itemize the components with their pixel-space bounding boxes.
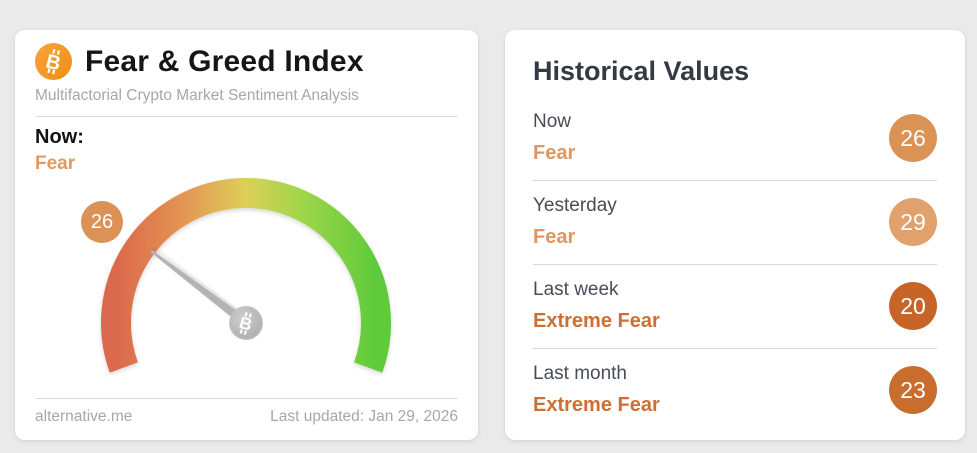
bitcoin-icon: B xyxy=(35,43,72,80)
history-row-text: Last month Extreme Fear xyxy=(533,363,660,417)
history-row-label: Last month xyxy=(533,363,627,384)
history-row-text: Now Fear xyxy=(533,111,575,165)
history-value: 20 xyxy=(900,292,926,319)
page-title: Fear & Greed Index xyxy=(85,44,364,78)
history-value: 26 xyxy=(900,124,926,151)
index-card-footer: alternative.me Last updated: Jan 29, 202… xyxy=(35,399,458,426)
index-card-header: B Fear & Greed Index xyxy=(35,43,458,80)
history-row: Now Fear 26 xyxy=(533,97,937,181)
history-row-text: Yesterday Fear xyxy=(533,195,617,249)
historical-values-card: Historical Values Now Fear 26 Yesterday … xyxy=(505,30,965,440)
history-title: Historical Values xyxy=(533,56,750,86)
history-row-status: Extreme Fear xyxy=(533,310,660,332)
gauge-arc xyxy=(101,178,391,373)
history-value-badge: 26 xyxy=(889,114,937,162)
header-divider xyxy=(35,116,458,117)
history-value: 29 xyxy=(900,208,926,235)
now-status: Fear xyxy=(35,153,76,174)
history-value-badge: 29 xyxy=(889,198,937,246)
history-rows: Now Fear 26 Yesterday Fear 29 xyxy=(533,97,937,432)
history-row-status: Extreme Fear xyxy=(533,394,660,416)
history-value-badge: 23 xyxy=(889,366,937,414)
history-row: Last month Extreme Fear 23 xyxy=(533,349,937,432)
history-row: Yesterday Fear 29 xyxy=(533,181,937,265)
history-row-label: Last week xyxy=(533,279,619,300)
source-link[interactable]: alternative.me xyxy=(35,408,133,425)
fear-greed-gauge: B 26 xyxy=(15,175,478,398)
fear-greed-index-card: B Fear & Greed Index Multifactorial Cryp… xyxy=(15,30,478,440)
history-row-label: Yesterday xyxy=(533,195,617,216)
now-label: Now: xyxy=(35,126,84,148)
history-row: Last week Extreme Fear 20 xyxy=(533,265,937,349)
history-row-status: Fear xyxy=(533,142,576,164)
history-value: 23 xyxy=(900,376,926,403)
history-row-text: Last week Extreme Fear xyxy=(533,279,660,333)
history-row-label: Now xyxy=(533,111,572,132)
history-value-badge: 20 xyxy=(889,282,937,330)
gauge-value: 26 xyxy=(90,210,114,233)
gauge-value-badge: 26 xyxy=(81,201,123,243)
gauge-hub-bitcoin-icon: B xyxy=(229,306,263,340)
footer-divider xyxy=(35,398,458,399)
index-subtitle: Multifactorial Crypto Market Sentiment A… xyxy=(35,87,359,104)
last-updated-text: Last updated: Jan 29, 2026 xyxy=(270,408,458,425)
history-row-status: Fear xyxy=(533,226,576,248)
gauge-chart: B xyxy=(101,178,391,373)
gauge-needle xyxy=(150,250,249,327)
svg-text:B: B xyxy=(237,313,254,335)
